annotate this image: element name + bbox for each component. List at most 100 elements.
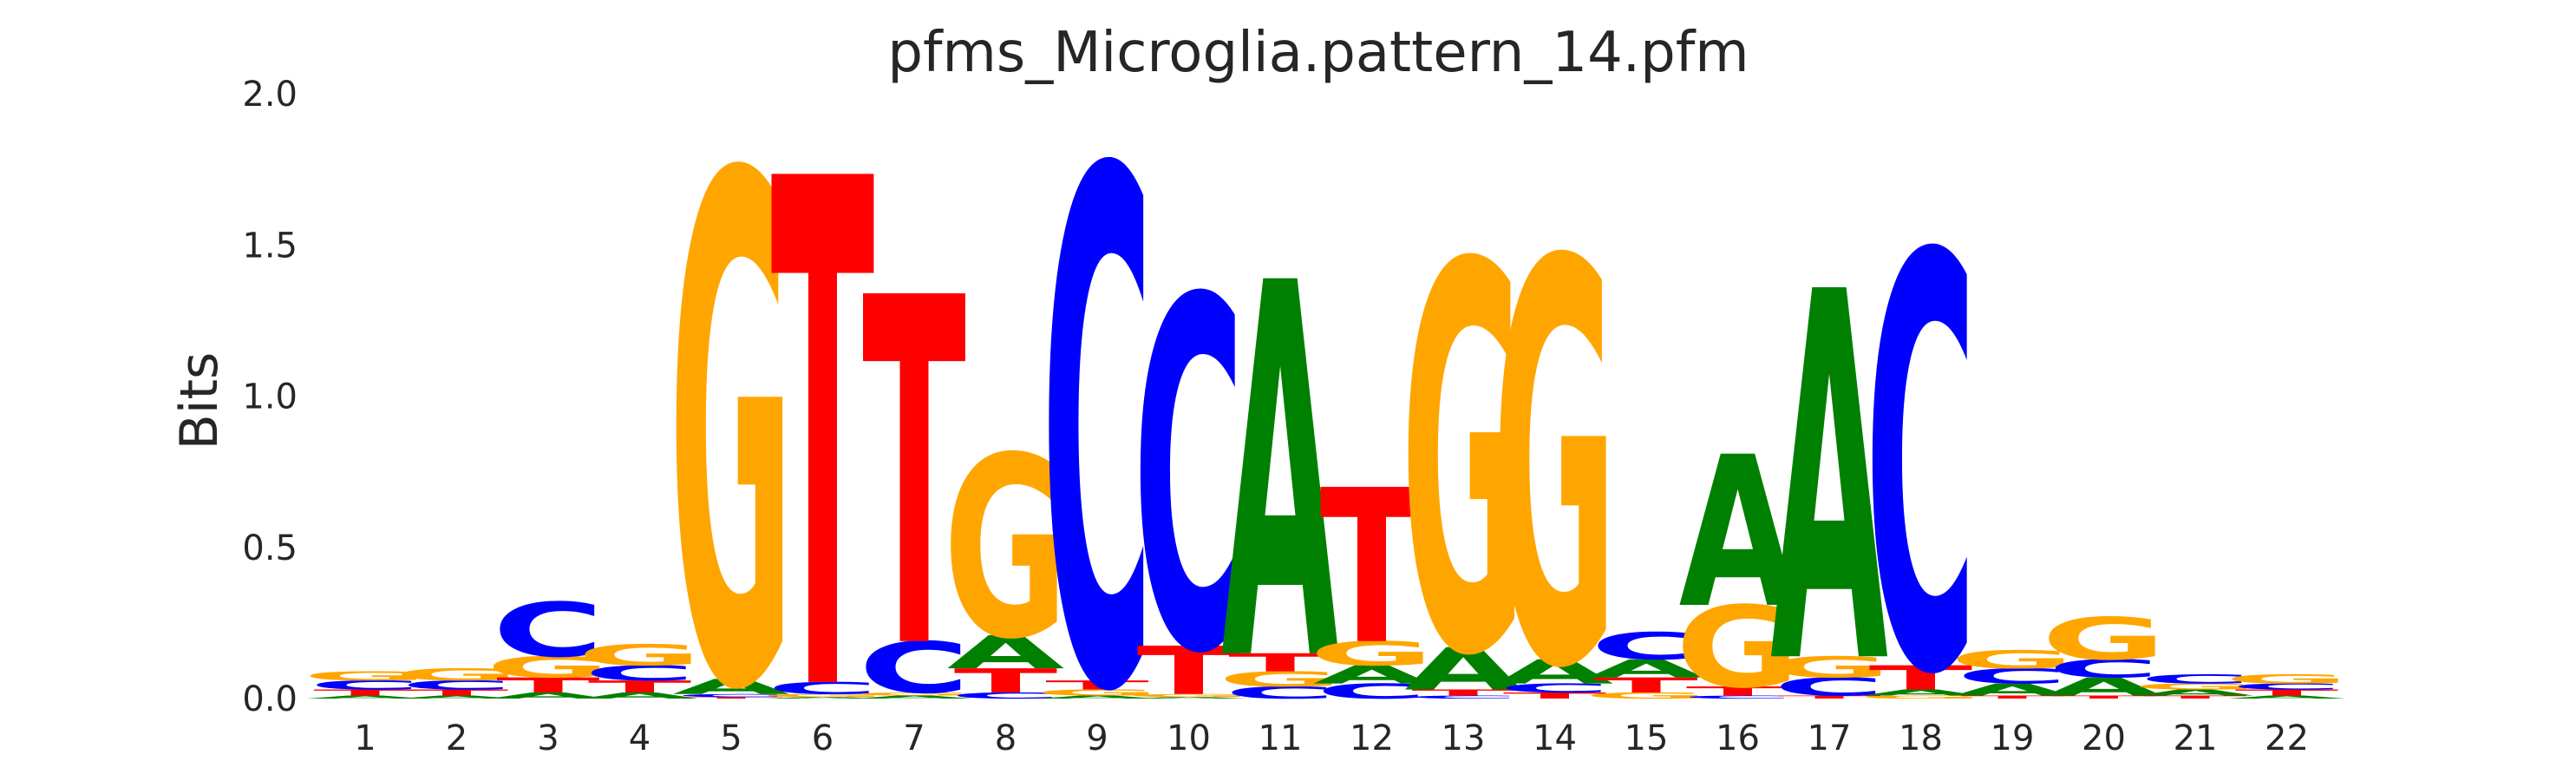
logo-letter-c: C	[2140, 672, 2252, 686]
x-tick-label: 8	[995, 719, 1017, 758]
logo-letter-c: C	[1316, 679, 1428, 704]
logo-letter-a: A	[489, 691, 607, 700]
y-tick-label: 0.0	[242, 679, 297, 719]
logo-letter-a: A	[1862, 688, 1980, 698]
logo-letter-g: G	[2133, 682, 2258, 692]
y-axis-label: Bits	[169, 352, 230, 450]
logo-letter-g: G	[578, 639, 703, 673]
x-tick-label: 18	[1899, 719, 1943, 758]
x-tick-label: 14	[1533, 719, 1577, 758]
logo-letter-g: G	[303, 669, 428, 684]
logo-letter-a: A	[398, 695, 516, 700]
logo-letter-t: T	[1594, 673, 1698, 698]
logo-letter-c: C	[1042, 25, 1154, 781]
y-axis-ticks: 0.0 0.5 1.0 1.5 2.0	[242, 75, 297, 719]
logo-letter-a: A	[1130, 697, 1248, 699]
logo-letter-c: C	[1225, 683, 1337, 702]
logo-letter-c: C	[1133, 199, 1245, 759]
x-tick-label: 9	[1086, 719, 1108, 758]
logo-letter-g: G	[2225, 672, 2350, 686]
logo-letter-a: A	[581, 691, 699, 700]
logo-letter-c: C	[2231, 682, 2343, 692]
y-tick-label: 0.5	[242, 528, 297, 568]
logo-letter-g: G	[1584, 691, 1709, 700]
logo-letter-t: T	[2235, 688, 2339, 698]
logo-letter-g: G	[1767, 651, 1892, 685]
logo-letter-a: A	[672, 675, 790, 699]
x-tick-label: 16	[1716, 719, 1760, 758]
x-tick-label: 7	[903, 719, 925, 758]
logo-letter-a: A	[2136, 688, 2254, 698]
logo-letter-t: T	[1686, 684, 1790, 699]
x-tick-label: 13	[1442, 719, 1486, 758]
logo-letter-g: G	[943, 404, 1068, 694]
logo-letter-a: A	[1038, 695, 1156, 700]
logo-letter-t: T	[1137, 633, 1241, 710]
logo-letter-t: T	[1045, 678, 1149, 692]
logo-letter-t: T	[496, 673, 600, 698]
logo-letter-g: G	[1035, 688, 1160, 698]
logo-letter-g: G	[1127, 693, 1252, 699]
logo-letter-a: A	[947, 626, 1065, 679]
logo-letter-a: A	[1221, 177, 1340, 776]
x-tick-label: 12	[1350, 719, 1394, 758]
logo-letter-g: G	[1218, 667, 1343, 692]
logo-letter-g: G	[1859, 695, 1984, 700]
logo-letter-c: C	[767, 679, 879, 698]
x-tick-label: 1	[354, 719, 376, 758]
logo-letter-t: T	[1228, 648, 1332, 678]
x-tick-label: 3	[537, 719, 559, 758]
x-tick-label: 15	[1625, 719, 1669, 758]
x-tick-label: 17	[1808, 719, 1852, 758]
logo-letter-c: C	[1408, 695, 1520, 700]
y-tick-label: 2.0	[242, 75, 297, 115]
logo-letter-c: C	[2048, 654, 2160, 684]
logo-letter-t: T	[2052, 695, 2156, 700]
logo-letter-t: T	[1960, 695, 2064, 700]
logo-letter-c: C	[1499, 681, 1611, 696]
logo-letter-a: A	[2045, 673, 2163, 702]
y-tick-label: 1.5	[242, 226, 297, 266]
logo-letter-t: T	[1503, 691, 1607, 700]
logo-letter-a: A	[1679, 413, 1797, 654]
logo-letter-t: T	[862, 200, 967, 755]
logo-letter-g: G	[761, 693, 886, 699]
logo-letter-a: A	[1313, 660, 1431, 690]
logo-letter-a: A	[1404, 636, 1522, 704]
logo-letter-g: G	[852, 692, 977, 697]
logo-letter-t: T	[1411, 688, 1515, 698]
logo-letter-t: T	[313, 688, 417, 698]
logo-letter-g: G	[1492, 147, 1617, 781]
logo-letter-t: T	[1320, 446, 1424, 692]
x-tick-label: 22	[2265, 719, 2309, 758]
logo-letter-t: T	[679, 697, 783, 699]
x-tick-label: 19	[1991, 719, 2035, 758]
logo-letter-t: T	[771, 36, 876, 781]
logo-letter-t: T	[405, 688, 509, 698]
x-tick-label: 11	[1259, 719, 1303, 758]
logo-letter-stacks: ATCGATCGATGCATCGTCAGAGCTAGCTCTAGAGTCAGTC…	[303, 25, 2349, 781]
x-tick-label: 2	[446, 719, 467, 758]
logo-letter-g: G	[1401, 155, 1526, 773]
logo-letter-c: C	[859, 627, 971, 710]
logo-letter-g: G	[1676, 583, 1801, 713]
logo-letter-t: T	[954, 661, 1058, 700]
chart-title: pfms_Microglia.pattern_14.pfm	[887, 21, 1749, 85]
x-tick-label: 21	[2174, 719, 2218, 758]
logo-letter-c: C	[1591, 625, 1703, 668]
logo-letter-a: A	[855, 695, 973, 700]
logo-letter-t: T	[1869, 659, 1973, 698]
logo-letter-c: C	[1774, 673, 1886, 702]
x-tick-label: 4	[629, 719, 651, 758]
x-tick-label: 20	[2082, 719, 2126, 758]
logo-letter-a: A	[1953, 680, 2071, 699]
logo-letter-c: C	[950, 691, 1062, 700]
logo-letter-c: C	[310, 678, 422, 692]
x-tick-label: 6	[812, 719, 834, 758]
logo-letter-t: T	[2143, 695, 2247, 700]
logo-letter-c: C	[1682, 695, 1794, 700]
logo-letter-a: A	[1770, 187, 1889, 777]
x-axis-ticks: 1 2 3 4 5 6 7 8 9 10 11 12 13 14 15 16 17 18 19 20 21 22	[354, 719, 2309, 758]
logo-letter-a: A	[764, 697, 882, 699]
